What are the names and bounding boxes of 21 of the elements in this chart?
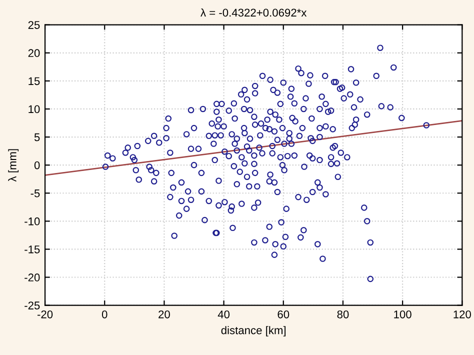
y-tick-label: -25 [24,302,40,310]
y-tick-label: -10 [24,217,40,226]
y-tick-label: 25 [28,21,40,29]
x-tick-label: 20 [158,310,170,318]
x-tick-label: 0 [102,310,108,318]
x-tick-label: 120 [454,310,471,318]
y-tick-label: -5 [30,190,40,198]
y-axis-title: λ [mm] [8,149,19,182]
x-axis-title: distance [km] [221,326,286,336]
chart-title: λ = -0.4322+0.0692*x [200,8,307,17]
x-tick-label: 40 [218,310,230,318]
x-tick-label: 100 [394,310,412,318]
y-tick-label: 0 [34,161,40,170]
y-tick-label: -20 [24,274,40,282]
y-tick-label: 20 [28,49,40,58]
y-tick-label: -15 [24,246,40,254]
y-tick-label: 15 [28,77,40,86]
y-tick-label: 5 [34,133,40,142]
y-tick-label: 10 [28,105,40,114]
x-tick-label: 80 [337,310,349,318]
x-tick-label: 60 [278,310,290,318]
